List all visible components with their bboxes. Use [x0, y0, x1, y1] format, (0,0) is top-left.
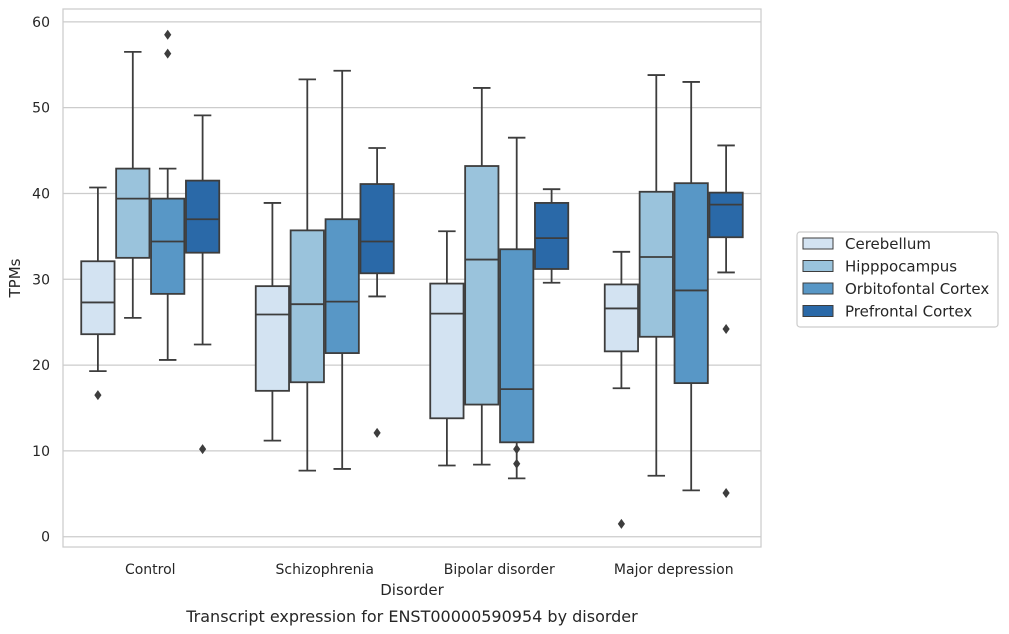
- outlier-point: [199, 444, 207, 455]
- box: [80, 260, 116, 336]
- box-group: [673, 81, 709, 492]
- x-tick-label: Control: [125, 562, 176, 578]
- y-tick-labels: 0 10 20 30 40 50 60: [32, 15, 50, 546]
- y-tick-label: 20: [32, 358, 50, 374]
- outlier-point: [513, 458, 521, 469]
- box-group: [638, 74, 674, 477]
- box: [638, 190, 674, 338]
- y-tick-label: 0: [41, 530, 50, 546]
- box: [464, 165, 500, 406]
- x-tick-label: Bipolar disorder: [444, 562, 555, 578]
- outlier-point: [373, 427, 381, 438]
- box-group: [499, 136, 535, 480]
- plot-frame: [62, 8, 762, 548]
- box: [534, 202, 570, 270]
- outlier-point: [164, 29, 172, 40]
- legend-swatch: [802, 282, 834, 295]
- y-tick-label: 50: [32, 101, 50, 117]
- outlier-point: [617, 518, 625, 529]
- legend-label: Hipppocampus: [845, 258, 957, 276]
- chart-caption: Transcript expression for ENST0000059095…: [185, 607, 638, 626]
- box: [150, 197, 186, 295]
- outlier-point: [94, 390, 102, 401]
- box-group: [429, 230, 465, 467]
- box: [115, 167, 151, 259]
- outlier-point: [513, 444, 521, 455]
- legend: Cerebellum Hipppocampus Orbitofontal Corte…: [796, 231, 999, 328]
- legend-frame: [796, 231, 999, 328]
- box-group: [464, 87, 500, 466]
- legend-label: Orbitofontal Cortex: [845, 280, 989, 298]
- x-tick-label: Schizophrenia: [276, 562, 374, 578]
- x-tick-labels: Control Schizophrenia Bipolar disorder Majo…: [125, 562, 734, 578]
- box: [324, 218, 360, 354]
- box: [673, 182, 709, 385]
- box-group: [603, 250, 639, 529]
- x-tick-label: Major depression: [614, 562, 734, 578]
- box: [185, 179, 221, 254]
- outlier-point: [722, 487, 730, 498]
- legend-swatch: [802, 237, 834, 250]
- box-group: [324, 69, 360, 470]
- box-group: [289, 78, 325, 472]
- box: [603, 283, 639, 353]
- box: [708, 191, 744, 239]
- box-group: [254, 202, 290, 442]
- box-group: [185, 114, 221, 455]
- legend-label: Prefrontal Cortex: [845, 303, 972, 321]
- box-group: [359, 147, 395, 438]
- box-group: [534, 188, 570, 284]
- box-group: [708, 144, 744, 498]
- box: [254, 285, 290, 392]
- legend-swatch: [802, 305, 834, 317]
- box: [429, 282, 465, 420]
- x-axis-label: Disorder: [380, 581, 444, 599]
- box-groups: [80, 29, 744, 529]
- box-group: [150, 29, 186, 361]
- box: [359, 183, 395, 275]
- y-tick-label: 10: [32, 444, 50, 460]
- y-tick-label: 60: [32, 15, 50, 31]
- y-tick-label: 30: [32, 272, 50, 288]
- box-group: [80, 186, 116, 401]
- box: [289, 229, 325, 384]
- outlier-point: [722, 324, 730, 335]
- outlier-point: [164, 48, 172, 59]
- legend-swatch: [802, 260, 834, 272]
- y-tick-label: 40: [32, 186, 50, 202]
- legend-label: Cerebellum: [845, 235, 931, 253]
- y-axis-label: TPMs: [6, 258, 24, 298]
- box: [499, 248, 535, 444]
- box-group: [115, 51, 151, 319]
